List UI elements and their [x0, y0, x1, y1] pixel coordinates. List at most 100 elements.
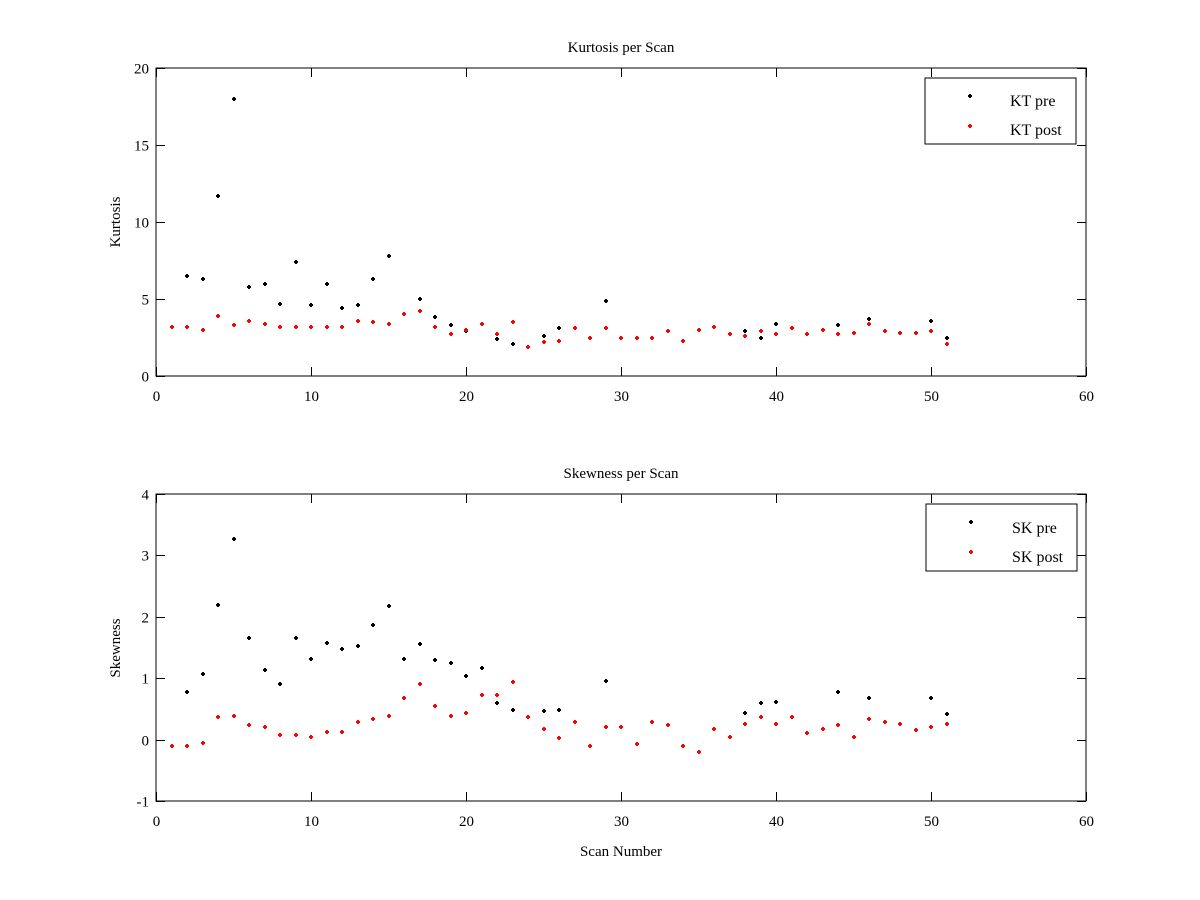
sk-post-point — [309, 735, 313, 739]
sk-pre-point — [604, 679, 608, 683]
kt-pre-point — [201, 277, 205, 281]
sk-post-point — [619, 725, 623, 729]
kurtosis-plot: Kurtosis per Scan Kurtosis 0 10 20 30 40 50 60… — [108, 40, 1094, 405]
sk-post-point — [805, 731, 809, 735]
kt-post-point — [573, 326, 577, 330]
sk-pre-point — [294, 636, 298, 640]
sk-post-point — [697, 750, 701, 754]
kt-pre-point — [418, 297, 422, 301]
sk-post-point — [185, 744, 189, 748]
legend-kt-post-label: KT post — [1010, 122, 1062, 139]
x-tick-label: 50 — [924, 814, 939, 830]
x-tick-label: 40 — [769, 389, 784, 405]
kt-post-point — [201, 328, 205, 332]
sk-pre-point — [201, 672, 205, 676]
kt-post-point — [929, 329, 933, 333]
kt-post-point — [945, 342, 949, 346]
sk-pre-point — [232, 537, 236, 541]
sk-pre-point — [371, 623, 375, 627]
kt-post-point — [464, 328, 468, 332]
sk-post-point — [464, 711, 468, 715]
kt-post-point — [526, 345, 530, 349]
kt-pre-point — [604, 299, 608, 303]
x-tick-label: 30 — [614, 389, 629, 405]
kt-post-point — [588, 336, 592, 340]
kt-post-point — [697, 328, 701, 332]
y-tick-label: 20 — [134, 62, 149, 78]
sk-pre-point — [185, 690, 189, 694]
legend-marker-sk-post — [969, 550, 973, 554]
kt-post-point — [495, 332, 499, 336]
sk-post-point — [650, 720, 654, 724]
kt-post-point — [170, 325, 174, 329]
sk-post-point — [170, 744, 174, 748]
y-tick-label: -1 — [137, 795, 150, 811]
x-tick-label: 40 — [769, 814, 784, 830]
kt-post-point — [774, 332, 778, 336]
legend-sk-post-label: SK post — [1012, 549, 1064, 566]
kt-post-point — [278, 325, 282, 329]
kt-post-point — [542, 340, 546, 344]
sk-pre-point — [495, 701, 499, 705]
sk-pre-point — [309, 657, 313, 661]
sk-pre-point — [929, 696, 933, 700]
y-tick-label: 10 — [134, 216, 149, 232]
sk-pre-point — [743, 711, 747, 715]
sk-post-point — [371, 717, 375, 721]
sk-post-point — [278, 733, 282, 737]
sk-post-point — [945, 722, 949, 726]
kt-pre-point — [449, 323, 453, 327]
skewness-title: Skewness per Scan — [564, 466, 679, 482]
sk-pre-point — [480, 666, 484, 670]
sk-post-point — [774, 722, 778, 726]
kt-pre-point — [759, 336, 763, 340]
kt-post-point — [681, 339, 685, 343]
skewness-axes-box — [155, 493, 1087, 802]
sk-post-point — [681, 744, 685, 748]
x-tick-label: 0 — [153, 814, 161, 830]
skewness-ylabel: Skewness — [108, 618, 124, 677]
kt-post-point — [371, 320, 375, 324]
y-tick-label: 4 — [142, 488, 150, 504]
legend-marker-kt-post — [968, 124, 972, 128]
kt-post-point — [418, 309, 422, 313]
kt-post-point — [883, 329, 887, 333]
y-tick-label: 1 — [142, 672, 150, 688]
sk-pre-point — [542, 709, 546, 713]
sk-pre-point — [433, 658, 437, 662]
kurtosis-points — [170, 97, 949, 349]
y-tick-label: 0 — [142, 370, 150, 386]
sk-post-point — [821, 727, 825, 731]
kt-post-point — [480, 322, 484, 326]
sk-post-point — [402, 696, 406, 700]
kt-pre-point — [263, 282, 267, 286]
sk-pre-point — [402, 657, 406, 661]
sk-pre-point — [557, 708, 561, 712]
kt-post-point — [340, 325, 344, 329]
sk-pre-point — [418, 642, 422, 646]
sk-post-point — [898, 722, 902, 726]
x-tick-label: 30 — [614, 814, 629, 830]
kt-pre-point — [495, 337, 499, 341]
kt-pre-point — [542, 334, 546, 338]
kt-pre-point — [557, 326, 561, 330]
sk-pre-point — [511, 708, 515, 712]
legend-marker-sk-pre — [969, 520, 973, 524]
sk-post-point — [883, 720, 887, 724]
skewness-legend-box — [925, 503, 1078, 572]
sk-post-point — [790, 715, 794, 719]
sk-pre-point — [340, 647, 344, 651]
sk-post-point — [480, 693, 484, 697]
kt-pre-point — [325, 282, 329, 286]
x-tick-label: 60 — [1079, 814, 1094, 830]
kt-pre-point — [774, 322, 778, 326]
sk-post-point — [759, 715, 763, 719]
kt-post-point — [387, 322, 391, 326]
kurtosis-legend: KT pre KT post — [924, 77, 1077, 145]
kt-post-point — [309, 325, 313, 329]
kt-post-point — [449, 332, 453, 336]
sk-pre-point — [759, 701, 763, 705]
kt-post-point — [805, 332, 809, 336]
